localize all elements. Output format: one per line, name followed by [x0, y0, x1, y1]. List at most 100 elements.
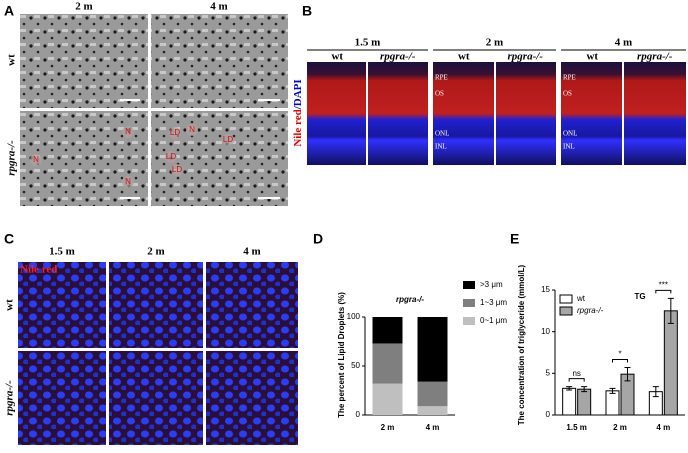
legend-label: rpgra-/-	[577, 306, 604, 315]
error-bar	[609, 387, 616, 394]
legend-swatch	[463, 317, 475, 325]
retina-image	[433, 62, 494, 165]
error-bar	[581, 386, 588, 393]
significance-label: ***	[659, 280, 668, 289]
bar	[577, 388, 592, 416]
x-tick-label: 4 m	[656, 423, 670, 432]
annotation-marker	[169, 127, 181, 139]
column-label: 4 m	[243, 246, 260, 258]
retina-image	[561, 62, 622, 165]
error-bar	[667, 297, 674, 324]
chart-title: rpgra-/-	[396, 295, 424, 304]
fluor-image	[206, 351, 298, 445]
bar	[562, 387, 577, 416]
annotation-marker	[30, 154, 42, 166]
retina-image	[624, 62, 686, 165]
layer-label: RPE	[435, 74, 448, 82]
annotation: N	[33, 155, 39, 164]
y-axis-label: Nile red/DAPI	[292, 79, 304, 146]
panel-label: E	[510, 231, 519, 247]
panel-c-images	[18, 262, 298, 445]
panel-label: C	[4, 231, 14, 247]
bar-segment	[417, 317, 448, 382]
genotype-label: rpgra-/-	[380, 51, 416, 63]
row-label: rpgra-/-	[6, 140, 18, 176]
group-label: 4 m	[615, 37, 632, 49]
column-label: 4 m	[210, 1, 227, 13]
fluor-image	[206, 262, 298, 348]
annotation: LD	[166, 152, 176, 161]
annotation: N	[189, 125, 195, 134]
annotation-marker	[222, 134, 234, 146]
error-bar	[652, 386, 659, 398]
annotation: LD	[170, 128, 180, 137]
annotation-marker	[122, 176, 134, 188]
x-tick-label: 2 m	[381, 423, 395, 432]
annotation-marker	[165, 151, 177, 163]
error-bar	[624, 367, 631, 382]
annotation-marker	[122, 126, 134, 138]
significance-label: *	[618, 350, 621, 359]
em-image	[20, 14, 148, 108]
bar-segment	[417, 406, 448, 415]
legend-swatch	[463, 299, 475, 307]
x-tick-label: 2 m	[613, 423, 627, 432]
significance-bracket	[612, 359, 628, 363]
legend-label: 1~3 μm	[480, 298, 507, 307]
genotype-label: wt	[458, 51, 470, 63]
bar-segment	[372, 343, 403, 384]
legend-label: 0~1 μm	[480, 316, 507, 325]
bar-segment	[417, 381, 448, 407]
x-tick-label: 4 m	[426, 423, 440, 432]
bar	[663, 310, 678, 416]
annotation-marker	[186, 124, 198, 136]
group-label: 2 m	[486, 37, 503, 49]
significance-bracket	[568, 378, 585, 382]
y-tick-label: 0	[356, 410, 361, 419]
bar-segment	[372, 383, 403, 415]
layer-label: RPE	[563, 74, 576, 82]
y-tick-label: 100	[347, 312, 361, 321]
genotype-label: rpgra-/-	[637, 51, 673, 63]
row-label: wt	[4, 299, 16, 311]
annotation: LD	[223, 135, 233, 144]
column-label: 2 m	[75, 1, 92, 13]
annotation-marker	[171, 164, 183, 176]
y-label-blue: /DAPI	[292, 79, 304, 110]
annotation: N	[125, 177, 131, 186]
significance-label: ns	[572, 369, 580, 378]
bar-segment	[372, 317, 403, 344]
panel-label: B	[302, 3, 312, 19]
y-tick-label: 15	[541, 285, 550, 294]
layer-label: ONL	[563, 130, 577, 138]
layer-label: INL	[435, 143, 447, 151]
y-label-red: Nile red	[292, 109, 304, 146]
legend-label: wt	[576, 294, 586, 303]
y-tick-label: 5	[546, 368, 551, 377]
y-tick-label: 50	[351, 361, 360, 370]
row-label: wt	[6, 54, 18, 66]
annotation: N	[125, 127, 131, 136]
em-image	[151, 14, 288, 108]
layer-label: OS	[563, 90, 572, 98]
retina-image	[496, 62, 556, 165]
group-label: 1.5 m	[355, 37, 381, 49]
stain-label: Nile red	[20, 264, 57, 276]
retina-image	[307, 62, 366, 165]
panel-label: D	[313, 231, 323, 247]
y-axis-label: The percent of Lipid Droplets (%)	[337, 292, 346, 418]
y-tick-label: 0	[546, 410, 551, 419]
y-axis-label: The concentration of triglyceride (mmol/…	[517, 264, 526, 425]
chart-title: TG	[634, 292, 645, 301]
bar	[605, 390, 620, 416]
panel-b-images	[307, 62, 686, 165]
significance-bracket	[655, 289, 672, 294]
layer-label: OS	[435, 90, 444, 98]
fluor-image	[18, 262, 106, 348]
genotype-label: wt	[331, 51, 343, 63]
fluor-image	[18, 351, 106, 445]
legend-label: >3 μm	[480, 280, 503, 289]
error-bar	[566, 386, 573, 391]
column-label: 2 m	[147, 246, 164, 258]
